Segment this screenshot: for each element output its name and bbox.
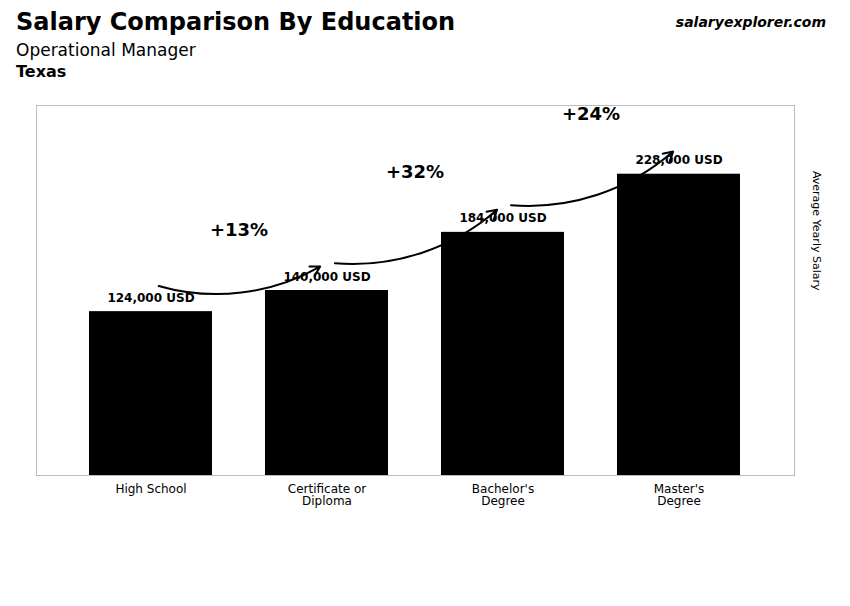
- svg-text:228,000 USD: 228,000 USD: [635, 153, 722, 167]
- svg-text:+13%: +13%: [210, 219, 268, 240]
- svg-text:140,000 USD: 140,000 USD: [283, 270, 370, 284]
- html-text:Texas: Texas: [16, 62, 67, 81]
- svg-text:124,000 USD: 124,000 USD: [107, 291, 194, 305]
- html-text:salaryexplorer.com: salaryexplorer.com: [675, 14, 826, 30]
- svg-text:High School: High School: [115, 482, 186, 496]
- svg-text:Bachelor'sDegree: Bachelor'sDegree: [472, 482, 534, 508]
- svg-text:Master'sDegree: Master'sDegree: [654, 482, 705, 508]
- svg-text:+32%: +32%: [386, 161, 444, 182]
- svg-text:Certificate orDiploma: Certificate orDiploma: [288, 482, 366, 508]
- svg-text:+24%: +24%: [562, 103, 620, 124]
- svg-text:184,000 USD: 184,000 USD: [459, 211, 546, 225]
- html-text:Salary Comparison By Education: Salary Comparison By Education: [16, 8, 456, 36]
- svg-text:Average Yearly Salary: Average Yearly Salary: [810, 171, 823, 291]
- html-text:Operational Manager: Operational Manager: [16, 40, 196, 60]
